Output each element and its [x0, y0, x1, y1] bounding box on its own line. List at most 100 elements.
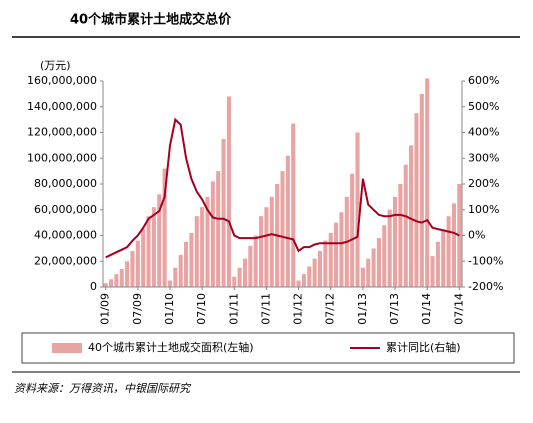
bar	[350, 173, 355, 287]
x-tick-label: 01/09	[99, 293, 112, 325]
bar	[264, 207, 269, 287]
bar	[221, 138, 226, 287]
x-tick-label: 07/12	[324, 293, 337, 325]
bar	[285, 155, 290, 287]
bar	[457, 184, 462, 287]
bar	[146, 216, 151, 287]
bar	[226, 96, 231, 287]
bar	[414, 113, 419, 287]
bar	[328, 232, 333, 287]
bar	[409, 145, 414, 287]
x-tick-label: 07/11	[259, 293, 272, 325]
y2-tick-label: 200%	[468, 177, 499, 190]
bar	[323, 240, 328, 287]
bar	[296, 280, 301, 287]
bar	[435, 241, 440, 287]
y-tick-label: 40,000,000	[34, 229, 97, 242]
bar	[403, 164, 408, 287]
y2-tick-label: 600%	[468, 74, 499, 87]
y-tick-label: 160,000,000	[27, 74, 97, 87]
x-tick-label: 01/12	[292, 293, 305, 325]
x-tick-label: 07/09	[131, 293, 144, 325]
source: 资料来源：万得资讯，中银国际研究	[14, 382, 192, 395]
bar	[194, 216, 199, 287]
bar	[307, 266, 312, 287]
x-tick-label: 01/14	[420, 293, 433, 325]
bar	[232, 276, 237, 287]
bar	[216, 171, 221, 287]
y-tick-label: 20,000,000	[34, 254, 97, 267]
y2-tick-label: 500%	[468, 100, 499, 113]
bar	[130, 250, 135, 287]
x-tick-label: 07/14	[452, 293, 465, 325]
bar	[392, 196, 398, 287]
y2-tick-label: -100%	[468, 254, 503, 267]
y2-tick-label: -200%	[468, 280, 503, 293]
bar	[259, 216, 264, 287]
bar	[387, 209, 392, 287]
line	[105, 117, 460, 259]
bar	[366, 258, 371, 287]
bar	[355, 132, 360, 287]
bar	[446, 216, 451, 287]
y2-tick-label: 0%	[468, 229, 485, 242]
x-tick-label: 07/13	[388, 293, 401, 325]
bar	[173, 267, 178, 287]
bar	[441, 229, 446, 287]
bar	[189, 232, 194, 287]
bar	[301, 274, 306, 287]
bar	[360, 267, 365, 287]
legend-label: 累计同比(右轴)	[386, 340, 461, 354]
bar	[430, 256, 435, 287]
bar	[205, 196, 210, 287]
bar	[210, 181, 215, 287]
bar	[200, 207, 205, 287]
y-tick-label: 60,000,000	[34, 203, 97, 216]
bar	[141, 229, 146, 287]
bar	[178, 254, 183, 287]
x-tick-label: 07/10	[195, 293, 208, 325]
bar	[291, 123, 296, 287]
bar	[334, 222, 339, 287]
bar	[269, 196, 274, 287]
bar	[371, 248, 376, 287]
y-axis-label: (万元)	[40, 59, 71, 72]
y2-tick-label: 300%	[468, 151, 499, 164]
bar	[419, 93, 424, 287]
bar	[248, 245, 253, 287]
y2-tick-label: 100%	[468, 203, 499, 216]
legend-swatch	[52, 343, 82, 353]
bar	[237, 267, 242, 287]
bar	[425, 78, 430, 287]
bar	[162, 168, 167, 287]
x-tick-label: 01/10	[163, 293, 176, 325]
bar	[151, 207, 156, 287]
legend-label: 40个城市累计土地成交面积(左轴)	[88, 340, 254, 354]
bar	[103, 283, 108, 287]
y-tick-label: 140,000,000	[27, 100, 97, 113]
y-tick-label: 0	[90, 280, 97, 293]
x-tick-label: 01/13	[356, 293, 369, 325]
x-tick-label: 01/11	[227, 293, 240, 325]
bar	[242, 258, 248, 287]
bar	[312, 258, 317, 287]
bar	[135, 240, 140, 287]
bar	[339, 212, 344, 287]
bar	[184, 241, 189, 287]
bar	[157, 194, 162, 287]
bar	[382, 225, 387, 287]
y-tick-label: 80,000,000	[34, 177, 97, 190]
bar	[253, 235, 258, 287]
y2-tick-label: 400%	[468, 126, 499, 139]
bar	[398, 184, 403, 287]
bar	[317, 250, 323, 287]
bar	[119, 268, 124, 287]
bar	[114, 274, 119, 287]
y-tick-label: 100,000,000	[27, 151, 97, 164]
bar	[280, 171, 285, 287]
bar	[376, 238, 381, 287]
bar	[167, 280, 173, 287]
bar	[125, 261, 130, 287]
chart-title: 40个城市累计土地成交总价	[70, 12, 232, 28]
